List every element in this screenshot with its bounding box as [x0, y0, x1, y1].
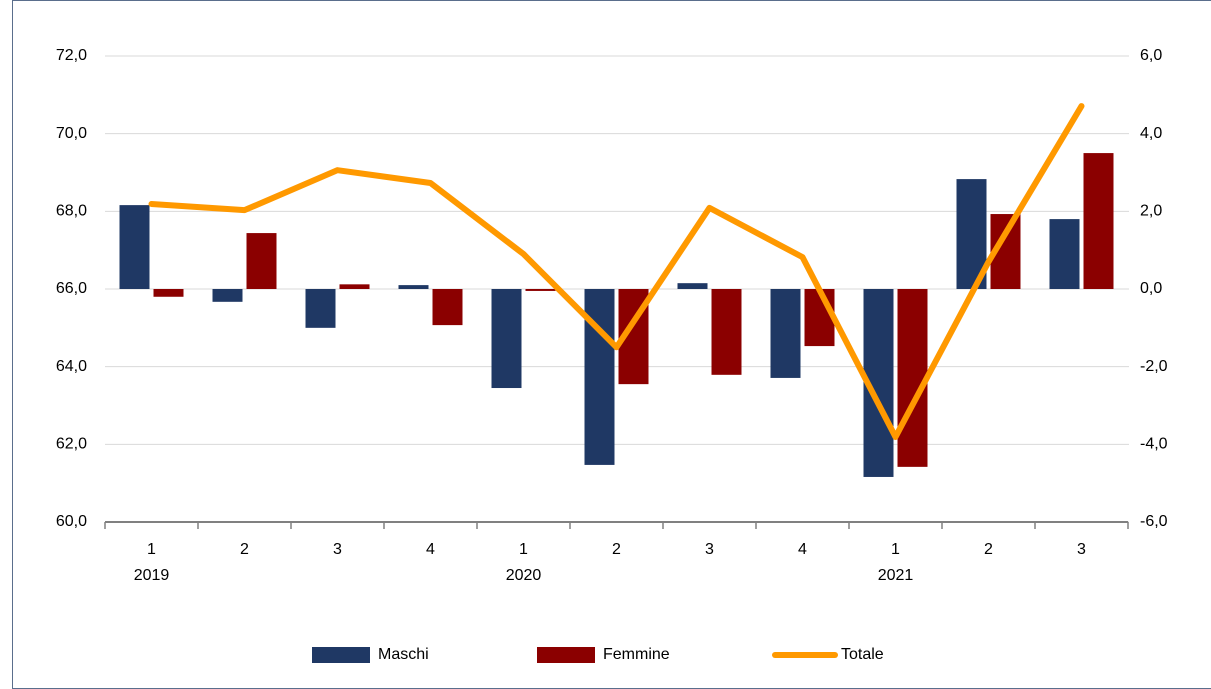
x-tick-label: 2: [612, 541, 621, 558]
x-tick-label: 2: [984, 541, 993, 558]
x-tick-label: 1: [147, 541, 156, 558]
legend-label: Totale: [841, 646, 884, 663]
y2-tick-label: 4,0: [1140, 125, 1162, 142]
bar: [212, 289, 243, 302]
bar: [711, 289, 742, 375]
x-group-label: 2021: [878, 567, 914, 584]
x-group-label: 2020: [506, 567, 542, 584]
y2-tick-label: 2,0: [1140, 203, 1162, 220]
bar: [1049, 219, 1080, 289]
y2-tick-label: -2,0: [1140, 358, 1168, 375]
x-tick-label: 3: [705, 541, 714, 558]
legend-swatch: [312, 647, 370, 663]
legend-swatch: [537, 647, 595, 663]
bar: [305, 289, 336, 328]
bar: [770, 289, 801, 378]
y-tick-label: 72,0: [56, 47, 87, 64]
x-tick-label: 3: [1077, 541, 1086, 558]
y-tick-label: 60,0: [56, 513, 87, 530]
x-tick-label: 4: [426, 541, 435, 558]
bar: [897, 289, 928, 467]
x-group-label: 2019: [134, 567, 170, 584]
bar: [246, 233, 277, 289]
bar: [339, 284, 370, 289]
y-tick-label: 66,0: [56, 280, 87, 297]
bar: [525, 289, 556, 291]
y2-tick-label: -6,0: [1140, 513, 1168, 530]
bar: [432, 289, 463, 326]
bar: [1083, 153, 1114, 289]
y-tick-label: 64,0: [56, 358, 87, 375]
y-tick-label: 68,0: [56, 203, 87, 220]
bar: [584, 289, 615, 465]
bar: [804, 289, 835, 347]
x-tick-label: 2: [240, 541, 249, 558]
line: [148, 103, 1085, 440]
x-tick-label: 3: [333, 541, 342, 558]
bar: [398, 285, 429, 289]
y-tick-label: 70,0: [56, 125, 87, 142]
bar: [677, 283, 708, 289]
legend-label: Maschi: [378, 646, 429, 663]
x-tick-label: 4: [798, 541, 807, 558]
y2-tick-label: 0,0: [1140, 280, 1162, 297]
y2-tick-label: -4,0: [1140, 436, 1168, 453]
bar: [153, 289, 184, 297]
x-tick-label: 1: [519, 541, 528, 558]
y-tick-label: 62,0: [56, 436, 87, 453]
bar: [491, 289, 522, 389]
x-tick-label: 1: [891, 541, 900, 558]
y2-tick-label: 6,0: [1140, 47, 1162, 64]
bar: [119, 205, 150, 289]
legend-label: Femmine: [603, 646, 670, 663]
